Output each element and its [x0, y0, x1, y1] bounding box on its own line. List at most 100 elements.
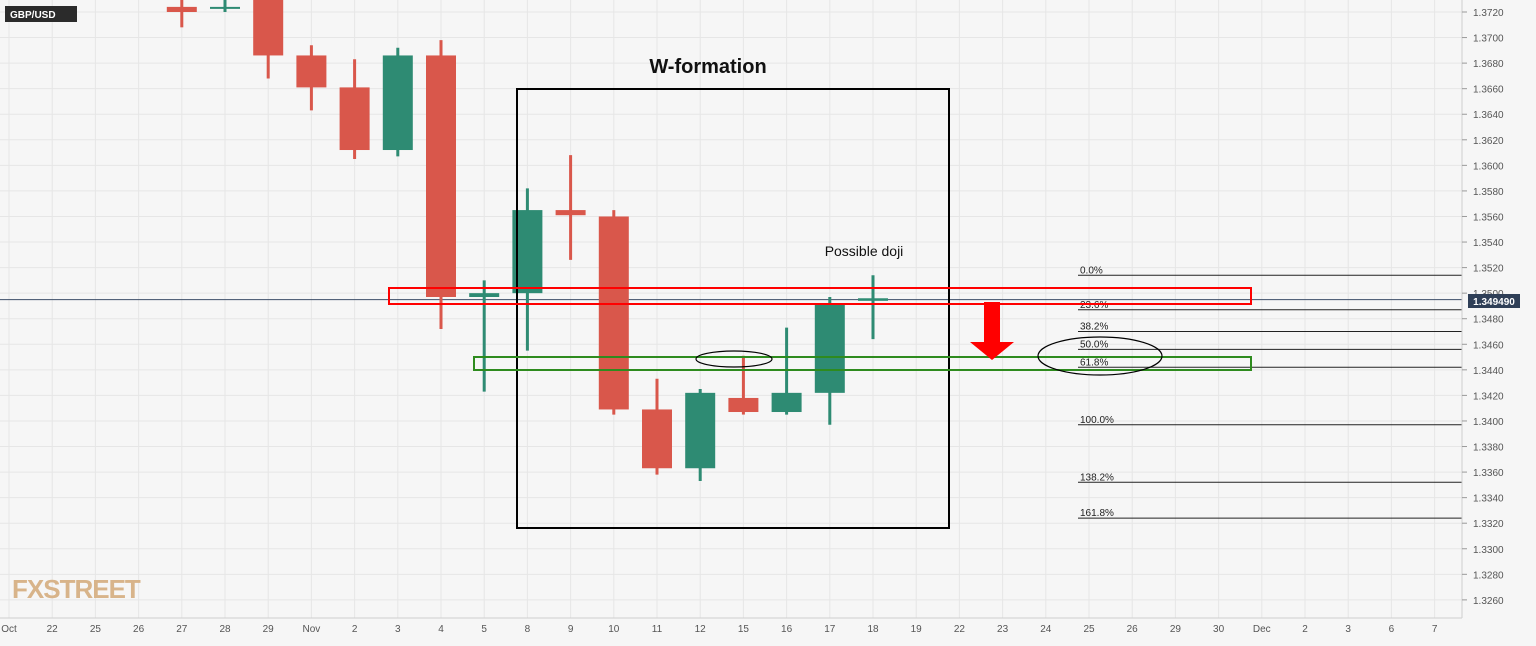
y-tick-label: 1.3340: [1473, 494, 1504, 505]
y-tick-label: 1.3480: [1473, 315, 1504, 326]
fib-50-ellipse: [1037, 336, 1163, 376]
x-tick-label: 25: [1083, 624, 1095, 635]
current-price-badge: 1.349490: [1468, 294, 1520, 308]
fib-level-label: 161.8%: [1080, 508, 1114, 519]
x-tick-label: 27: [176, 624, 188, 635]
candle-body: [469, 293, 500, 297]
candle-16[interactable]: [771, 327, 802, 415]
candle-11[interactable]: [642, 378, 672, 475]
x-tick-label: 10: [608, 624, 620, 635]
candle-28[interactable]: [210, 0, 240, 12]
x-tick-label: 18: [867, 624, 879, 635]
candle-body: [166, 6, 197, 12]
y-tick-label: 1.3280: [1473, 570, 1504, 581]
x-tick-label: 2: [1302, 624, 1308, 635]
x-tick-label: 8: [525, 624, 531, 635]
candle-3[interactable]: [382, 47, 413, 157]
x-tick-label: 17: [824, 624, 836, 635]
x-tick-label: 29: [263, 624, 275, 635]
candle-27[interactable]: [166, 0, 197, 28]
annotation-overlays: W-formation Possible doji: [388, 56, 1252, 529]
y-tick-label: 1.3420: [1473, 391, 1504, 402]
x-tick-label: 3: [395, 624, 401, 635]
y-tick-label: 1.3640: [1473, 110, 1504, 121]
x-tick-label: 29: [1170, 624, 1182, 635]
resistance-zone-box: [388, 287, 1252, 305]
right-axis-background: [1462, 0, 1536, 641]
y-tick-label: 1.3540: [1473, 238, 1504, 249]
x-tick-label: 4: [438, 624, 444, 635]
x-tick-label: 26: [1127, 624, 1139, 635]
candle-body: [642, 409, 672, 469]
fib-level-label: 61.8%: [1080, 357, 1108, 368]
fib-level-label: 50.0%: [1080, 339, 1108, 350]
x-tick-label: 23: [997, 624, 1009, 635]
candle-Nov[interactable]: [296, 45, 327, 111]
candle-12[interactable]: [685, 389, 716, 482]
candle-10[interactable]: [598, 210, 629, 415]
x-tick-label: 15: [738, 624, 750, 635]
candle-4[interactable]: [426, 40, 456, 329]
down-arrow: [970, 302, 1014, 360]
candle-body: [210, 6, 240, 9]
candle-5[interactable]: [469, 280, 500, 392]
fxstreet-watermark: FXSTREET: [12, 574, 141, 604]
candle-18[interactable]: [858, 275, 888, 340]
y-tick-label: 1.3460: [1473, 340, 1504, 351]
bottom-axis-background: [0, 618, 1536, 641]
x-tick-label: 24: [1040, 624, 1052, 635]
candle-body: [426, 55, 456, 297]
time-axis-ticks: Oct 22 25 26 27 28 29 Nov 2 3 4 5 8 9 10 11 12 15 16 17 18 19…: [1, 624, 1438, 635]
x-tick-label: Oct: [1, 624, 17, 635]
x-tick-label: 7: [1432, 624, 1438, 635]
x-tick-label: 28: [219, 624, 231, 635]
symbol-badge[interactable]: GBP/USD: [5, 6, 77, 22]
x-tick-label: 2: [352, 624, 358, 635]
x-tick-label: 3: [1345, 624, 1351, 635]
y-tick-label: 1.3520: [1473, 264, 1504, 275]
x-tick-label: Dec: [1253, 624, 1271, 635]
y-tick-label: 1.3360: [1473, 468, 1504, 479]
support-zone-box: [473, 356, 1252, 371]
x-tick-label: 22: [47, 624, 59, 635]
candle-2[interactable]: [339, 59, 370, 159]
fib-level-label: 23.6%: [1080, 300, 1108, 311]
price-axis-ticks: 1.3260 1.3280 1.3300 1.3320 1.3340 1.3360 1.33…: [1462, 8, 1504, 607]
fib-level-label: 100.0%: [1080, 415, 1114, 426]
x-tick-label: 16: [781, 624, 793, 635]
candle-9[interactable]: [555, 155, 586, 260]
y-tick-label: 1.3260: [1473, 596, 1504, 607]
symbol-label: GBP/USD: [10, 10, 56, 21]
y-tick-label: 1.3620: [1473, 136, 1504, 147]
x-tick-label: Nov: [303, 624, 321, 635]
x-tick-label: 22: [954, 624, 966, 635]
y-tick-label: 1.3560: [1473, 212, 1504, 223]
fib-level-label: 138.2%: [1080, 472, 1114, 483]
candle-body: [858, 298, 888, 301]
x-tick-label: 19: [911, 624, 923, 635]
y-tick-label: 1.3400: [1473, 417, 1504, 428]
w-formation-title: W-formation: [649, 56, 766, 78]
candle-body: [685, 392, 716, 469]
x-tick-label: 12: [695, 624, 707, 635]
x-tick-label: 30: [1213, 624, 1225, 635]
candle-17[interactable]: [814, 296, 845, 425]
y-tick-label: 1.3320: [1473, 519, 1504, 530]
candle-body: [339, 87, 370, 151]
candle-29[interactable]: [253, 0, 284, 79]
candle-body: [296, 55, 327, 88]
candle-body: [555, 210, 586, 216]
y-tick-label: 1.3660: [1473, 85, 1504, 96]
candle-15[interactable]: [728, 355, 759, 415]
y-tick-label: 1.3580: [1473, 187, 1504, 198]
y-tick-label: 1.3300: [1473, 545, 1504, 556]
current-price-label: 1.349490: [1473, 297, 1515, 308]
candle-body: [728, 397, 759, 413]
x-tick-label: 26: [133, 624, 145, 635]
x-tick-label: 6: [1389, 624, 1395, 635]
fib-level-label: 0.0%: [1080, 265, 1103, 276]
candle-body: [253, 0, 284, 56]
x-tick-label: 9: [568, 624, 574, 635]
